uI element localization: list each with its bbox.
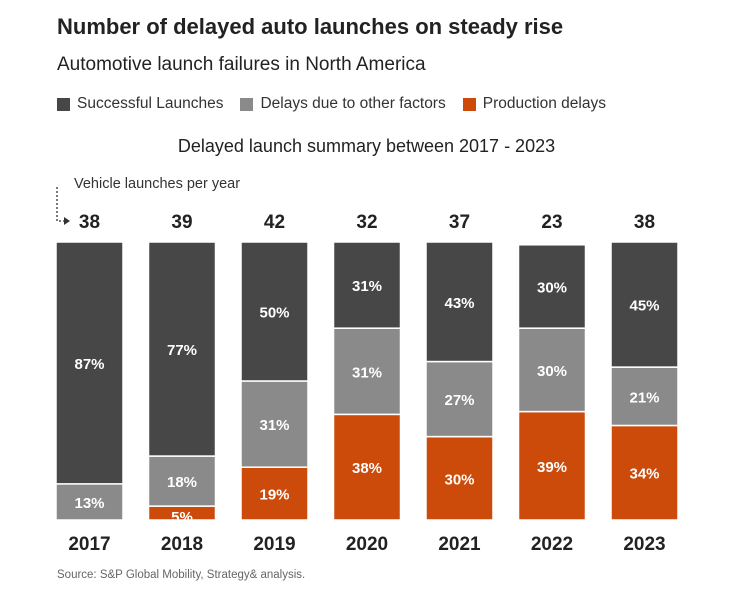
total-label-2023: 38 <box>634 212 655 233</box>
note-arrow-head <box>64 217 70 225</box>
bar-segment-2019-0 <box>240 466 309 521</box>
total-label-2022: 23 <box>541 212 562 233</box>
bar-segment-2019-1 <box>240 380 309 468</box>
total-label-2020: 32 <box>356 212 377 233</box>
data-label-2023-1: 21% <box>629 389 659 406</box>
bar-segment-2023-1 <box>610 366 679 427</box>
note-arrow-line <box>56 187 64 222</box>
x-tick-label-2023: 2023 <box>623 534 665 555</box>
x-tick-label-2019: 2019 <box>253 534 295 555</box>
bar-segment-2017-2 <box>55 241 124 485</box>
bar-segment-2022-0 <box>517 410 587 521</box>
bar-segment-2020-2 <box>332 241 402 329</box>
data-label-2018-0: 5% <box>171 509 193 526</box>
bar-segment-2020-0 <box>332 413 402 521</box>
chart-subtitle: Automotive launch failures in North Amer… <box>57 54 426 75</box>
total-label-2021: 37 <box>449 212 470 233</box>
bar-segment-2023-0 <box>610 424 679 521</box>
data-label-2022-2: 30% <box>537 279 567 296</box>
bar-segment-2019-2 <box>240 241 309 382</box>
legend-item-production-delays: Production delays <box>462 95 606 113</box>
legend-item-other-delays: Delays due to other factors <box>240 95 446 113</box>
total-label-2018: 39 <box>171 212 192 233</box>
x-tick-label-2017: 2017 <box>68 534 110 555</box>
chart-title: Number of delayed auto launches on stead… <box>57 14 564 39</box>
legend-swatch-other-delays <box>240 97 254 111</box>
data-label-2021-2: 43% <box>444 295 474 312</box>
data-label-2019-2: 50% <box>259 305 289 322</box>
total-label-2017: 38 <box>79 212 100 233</box>
x-tick-label-2020: 2020 <box>346 534 388 555</box>
legend-item-successful: Successful Launches <box>57 95 223 113</box>
bar-segment-2018-2 <box>147 241 217 457</box>
x-tick-label-2022: 2022 <box>531 534 573 555</box>
source-note: Source: S&P Global Mobility, Strategy& a… <box>57 569 306 581</box>
data-label-2019-0: 19% <box>259 487 289 504</box>
data-label-2017-1: 13% <box>74 495 104 512</box>
data-label-2022-0: 39% <box>537 459 567 476</box>
chart-section-title: Delayed launch summary between 2017 - 20… <box>177 136 556 156</box>
legend-label-successful: Successful Launches <box>77 95 224 112</box>
data-label-2023-0: 34% <box>629 466 659 483</box>
total-label-2019: 42 <box>264 212 285 233</box>
data-label-2020-2: 31% <box>352 278 382 295</box>
data-label-2020-1: 31% <box>352 364 382 381</box>
x-tick-label-2021: 2021 <box>438 534 481 555</box>
bar-segment-2022-2 <box>517 244 587 329</box>
data-label-2023-2: 45% <box>629 298 659 315</box>
x-tick-label-2018: 2018 <box>161 534 203 555</box>
data-label-2020-0: 38% <box>352 460 382 477</box>
data-label-2022-1: 30% <box>537 363 567 380</box>
data-label-2019-1: 31% <box>259 417 289 434</box>
bar-segment-2020-1 <box>332 327 402 416</box>
legend: Successful Launches Delays due to other … <box>57 95 623 113</box>
legend-swatch-successful <box>57 97 70 111</box>
bar-segment-2021-2 <box>425 241 494 363</box>
legend-swatch-production-delays <box>462 97 476 111</box>
data-label-2021-0: 30% <box>444 471 474 488</box>
data-label-2018-1: 18% <box>167 474 197 491</box>
data-label-2018-2: 77% <box>167 342 197 359</box>
data-label-2021-1: 27% <box>444 392 474 409</box>
vehicle-launches-note: Vehicle launches per year <box>74 176 241 192</box>
legend-label-production-delays: Production delays <box>482 95 606 112</box>
bar-segment-2022-1 <box>517 327 587 413</box>
legend-label-other-delays: Delays due to other factors <box>260 95 446 112</box>
data-label-2017-2: 87% <box>74 356 104 373</box>
bar-segment-2023-2 <box>610 241 679 368</box>
